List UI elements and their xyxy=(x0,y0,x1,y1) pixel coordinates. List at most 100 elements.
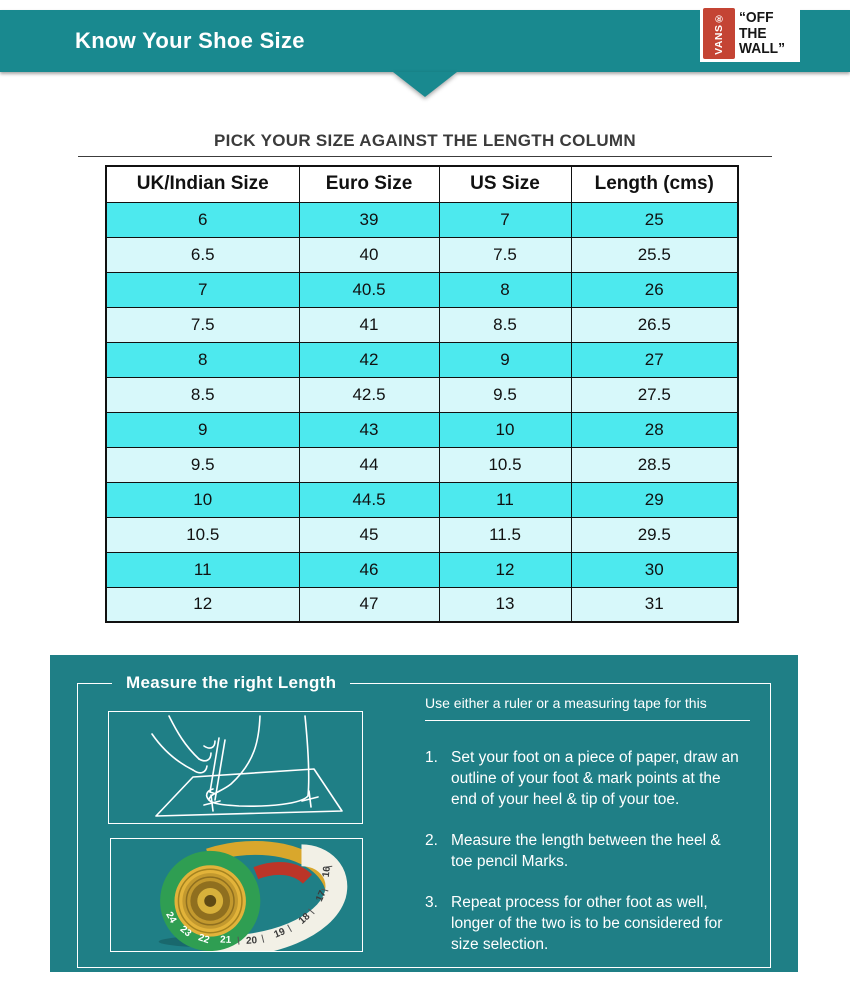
table-row: 9.5 44 10.5 28.5 xyxy=(105,446,739,483)
size-cell: 39 xyxy=(298,201,440,238)
size-cell: 27 xyxy=(570,341,739,378)
size-cell: 7 xyxy=(438,201,572,238)
svg-text:17: 17 xyxy=(314,888,329,903)
measure-title: Measure the right Length xyxy=(112,673,351,693)
svg-text:21: 21 xyxy=(220,935,232,946)
vans-logo: VANS® “OFF THE WALL” xyxy=(700,5,800,62)
size-cell: 10.5 xyxy=(438,446,572,483)
title-divider xyxy=(78,156,772,157)
svg-text:20: 20 xyxy=(246,935,258,947)
subtitle-divider xyxy=(425,720,750,721)
column-header: UK/Indian Size xyxy=(105,165,300,203)
table-section-title: PICK YOUR SIZE AGAINST THE LENGTH COLUMN xyxy=(214,131,636,150)
tagline-line-1: “OFF xyxy=(739,9,774,27)
size-cell: 26 xyxy=(570,271,739,308)
table-row: 6.5 40 7.5 25.5 xyxy=(105,236,739,273)
vans-tagline: “OFF THE WALL” xyxy=(739,10,785,57)
table-row: 8 42 9 27 xyxy=(105,341,739,378)
measure-section: Measure the right Length xyxy=(50,655,798,972)
table-row: 7.5 41 8.5 26.5 xyxy=(105,306,739,343)
measure-instructions: Use either a ruler or a measuring tape f… xyxy=(425,695,770,975)
size-cell: 29.5 xyxy=(570,516,739,553)
size-cell: 9.5 xyxy=(438,376,572,413)
size-cell: 9 xyxy=(105,411,300,448)
foot-outline-illustration xyxy=(108,711,363,824)
size-cell: 29 xyxy=(570,481,739,518)
size-cell: 26.5 xyxy=(570,306,739,343)
size-table-body: 6 39 7 25 6.5 40 7.5 25.5 7 40.5 8 26 7.5 41 8.5 26.5 8 4… xyxy=(105,201,739,623)
size-cell: 25.5 xyxy=(570,236,739,273)
page-title: Know Your Shoe Size xyxy=(75,28,305,53)
size-cell: 46 xyxy=(298,551,440,588)
step-number: 3. xyxy=(425,894,438,911)
size-cell: 31 xyxy=(570,586,739,623)
svg-text:19: 19 xyxy=(272,926,287,941)
size-cell: 8.5 xyxy=(438,306,572,343)
size-cell: 11 xyxy=(438,481,572,518)
header-pointer-triangle xyxy=(393,72,457,97)
column-header: Length (cms) xyxy=(570,165,739,203)
size-cell: 44 xyxy=(298,446,440,483)
size-cell: 8 xyxy=(105,341,300,378)
size-cell: 40.5 xyxy=(298,271,440,308)
size-cell: 11.5 xyxy=(438,516,572,553)
size-cell: 9 xyxy=(438,341,572,378)
table-row: 12 47 13 31 xyxy=(105,586,739,623)
size-cell: 10.5 xyxy=(105,516,300,553)
step-text: Measure the length between the heel & to… xyxy=(451,832,721,870)
size-cell: 11 xyxy=(105,551,300,588)
size-cell: 8.5 xyxy=(105,376,300,413)
size-cell: 30 xyxy=(570,551,739,588)
svg-text:16: 16 xyxy=(321,865,333,878)
table-row: 8.5 42.5 9.5 27.5 xyxy=(105,376,739,413)
instruction-steps: 1. Set your foot on a piece of paper, dra… xyxy=(425,747,770,955)
tagline-line-3: WALL” xyxy=(739,40,785,58)
size-cell: 45 xyxy=(298,516,440,553)
size-cell: 10 xyxy=(105,481,300,518)
measuring-tape-image: 24 23 22 21 20 19 18 17 16 xyxy=(110,838,363,952)
table-row: 7 40.5 8 26 xyxy=(105,271,739,308)
size-cell: 27.5 xyxy=(570,376,739,413)
size-cell: 47 xyxy=(298,586,440,623)
size-cell: 25 xyxy=(570,201,739,238)
size-cell: 40 xyxy=(298,236,440,273)
table-row: 6 39 7 25 xyxy=(105,201,739,238)
size-cell: 43 xyxy=(298,411,440,448)
column-header: Euro Size xyxy=(298,165,440,203)
step-number: 2. xyxy=(425,832,438,849)
size-cell: 44.5 xyxy=(298,481,440,518)
size-cell: 28 xyxy=(570,411,739,448)
table-row: 11 46 12 30 xyxy=(105,551,739,588)
step-text: Set your foot on a piece of paper, draw … xyxy=(451,749,739,808)
vans-brand-text: VANS® xyxy=(712,12,725,55)
size-cell: 10 xyxy=(438,411,572,448)
vans-brand-mark: VANS® xyxy=(703,8,735,59)
size-cell: 7.5 xyxy=(438,236,572,273)
size-cell: 13 xyxy=(438,586,572,623)
size-cell: 12 xyxy=(105,586,300,623)
column-header: US Size xyxy=(438,165,572,203)
instruction-step: 2. Measure the length between the heel & … xyxy=(425,830,770,872)
size-cell: 41 xyxy=(298,306,440,343)
svg-text:24: 24 xyxy=(163,910,178,925)
foot-drawing-icon xyxy=(151,715,343,817)
size-cell: 28.5 xyxy=(570,446,739,483)
measuring-tape-icon: 24 23 22 21 20 19 18 17 16 xyxy=(158,840,348,951)
svg-text:22: 22 xyxy=(197,932,211,946)
size-cell: 42.5 xyxy=(298,376,440,413)
size-cell: 8 xyxy=(438,271,572,308)
measure-box: Measure the right Length xyxy=(77,673,771,968)
table-row: 10.5 45 11.5 29.5 xyxy=(105,516,739,553)
step-text: Repeat process for other foot as well, l… xyxy=(451,894,723,953)
instructions-subtitle: Use either a ruler or a measuring tape f… xyxy=(425,695,707,711)
size-cell: 7.5 xyxy=(105,306,300,343)
table-row: 10 44.5 11 29 xyxy=(105,481,739,518)
size-table: UK/Indian Size Euro Size US Size Length (cm… xyxy=(105,165,739,623)
size-cell: 7 xyxy=(105,271,300,308)
size-cell: 6 xyxy=(105,201,300,238)
tagline-line-2: THE xyxy=(739,24,767,42)
instruction-step: 3. Repeat process for other foot as well,… xyxy=(425,892,770,955)
instruction-step: 1. Set your foot on a piece of paper, dra… xyxy=(425,747,770,810)
size-cell: 42 xyxy=(298,341,440,378)
